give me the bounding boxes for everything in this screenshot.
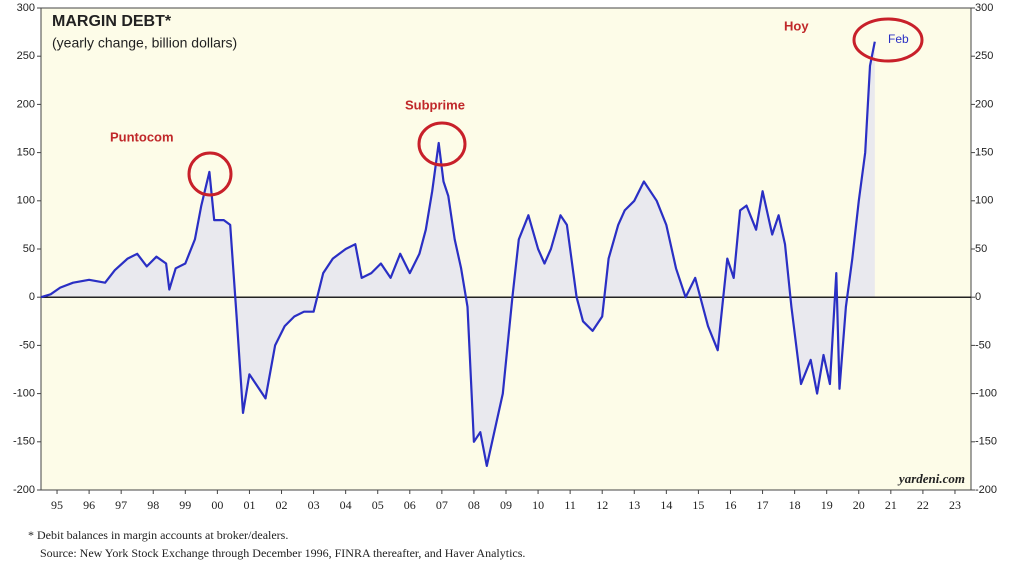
x-tick-label: 15 xyxy=(692,498,704,512)
x-tick-label: 19 xyxy=(821,498,833,512)
x-tick-label: 11 xyxy=(564,498,576,512)
x-tick-label: 05 xyxy=(372,498,384,512)
x-tick-label: 03 xyxy=(308,498,320,512)
y-tick-label: 0 xyxy=(29,291,35,303)
x-tick-label: 00 xyxy=(211,498,223,512)
x-tick-label: 02 xyxy=(276,498,288,512)
y2-tick-label: -200 xyxy=(975,484,997,496)
x-tick-label: 12 xyxy=(596,498,608,512)
y-tick-label: -150 xyxy=(13,436,35,448)
annotation: Subprime xyxy=(405,97,465,112)
x-tick-label: 14 xyxy=(660,498,672,512)
y2-tick-label: 150 xyxy=(975,147,993,159)
x-tick-label: 21 xyxy=(885,498,897,512)
y-tick-label: 300 xyxy=(17,2,35,14)
x-tick-label: 17 xyxy=(757,498,769,512)
x-tick-label: 08 xyxy=(468,498,480,512)
y-tick-label: 100 xyxy=(17,195,35,207)
highlight-circle xyxy=(417,121,467,167)
y-tick-label: -100 xyxy=(13,388,35,400)
y2-tick-label: 300 xyxy=(975,2,993,14)
x-tick-label: 22 xyxy=(917,498,929,512)
y2-tick-label: -150 xyxy=(975,436,997,448)
annotation: Feb xyxy=(888,32,909,46)
highlight-circle xyxy=(852,17,924,63)
x-tick-label: 04 xyxy=(340,498,352,512)
x-tick-label: 09 xyxy=(500,498,512,512)
y2-tick-label: 250 xyxy=(975,50,993,62)
x-tick-label: 01 xyxy=(243,498,255,512)
x-tick-label: 96 xyxy=(83,498,95,512)
y2-tick-label: -50 xyxy=(975,339,991,351)
y-tick-label: -200 xyxy=(13,484,35,496)
y2-tick-label: 100 xyxy=(975,195,993,207)
x-tick-label: 06 xyxy=(404,498,416,512)
x-tick-label: 99 xyxy=(179,498,191,512)
chart-title: MARGIN DEBT* xyxy=(52,13,172,30)
y2-tick-label: 200 xyxy=(975,98,993,110)
x-tick-label: 07 xyxy=(436,498,448,512)
footnote: Source: New York Stock Exchange through … xyxy=(40,546,525,560)
x-tick-label: 10 xyxy=(532,498,544,512)
footnote: * Debit balances in margin accounts at b… xyxy=(28,528,288,542)
y-tick-label: 200 xyxy=(17,98,35,110)
annotation: Hoy xyxy=(784,18,809,33)
x-tick-label: 95 xyxy=(51,498,63,512)
plot-area xyxy=(40,7,972,491)
y-tick-label: 50 xyxy=(23,243,35,255)
chart-subtitle: (yearly change, billion dollars) xyxy=(52,35,237,51)
y-tick-label: 250 xyxy=(17,50,35,62)
x-tick-label: 97 xyxy=(115,498,127,512)
watermark: yardeni.com xyxy=(897,471,965,486)
y-tick-label: 150 xyxy=(17,147,35,159)
y-tick-label: -50 xyxy=(19,339,35,351)
y2-tick-label: 0 xyxy=(975,291,981,303)
y2-tick-label: -100 xyxy=(975,388,997,400)
x-tick-label: 16 xyxy=(724,498,736,512)
x-tick-label: 13 xyxy=(628,498,640,512)
annotation: Puntocom xyxy=(110,129,174,144)
line xyxy=(40,41,876,467)
x-tick-label: 20 xyxy=(853,498,865,512)
x-tick-label: 98 xyxy=(147,498,159,512)
highlight-circle xyxy=(187,151,233,197)
area xyxy=(41,41,875,466)
y2-tick-label: 50 xyxy=(975,243,987,255)
x-tick-label: 23 xyxy=(949,498,961,512)
x-tick-label: 18 xyxy=(789,498,801,512)
